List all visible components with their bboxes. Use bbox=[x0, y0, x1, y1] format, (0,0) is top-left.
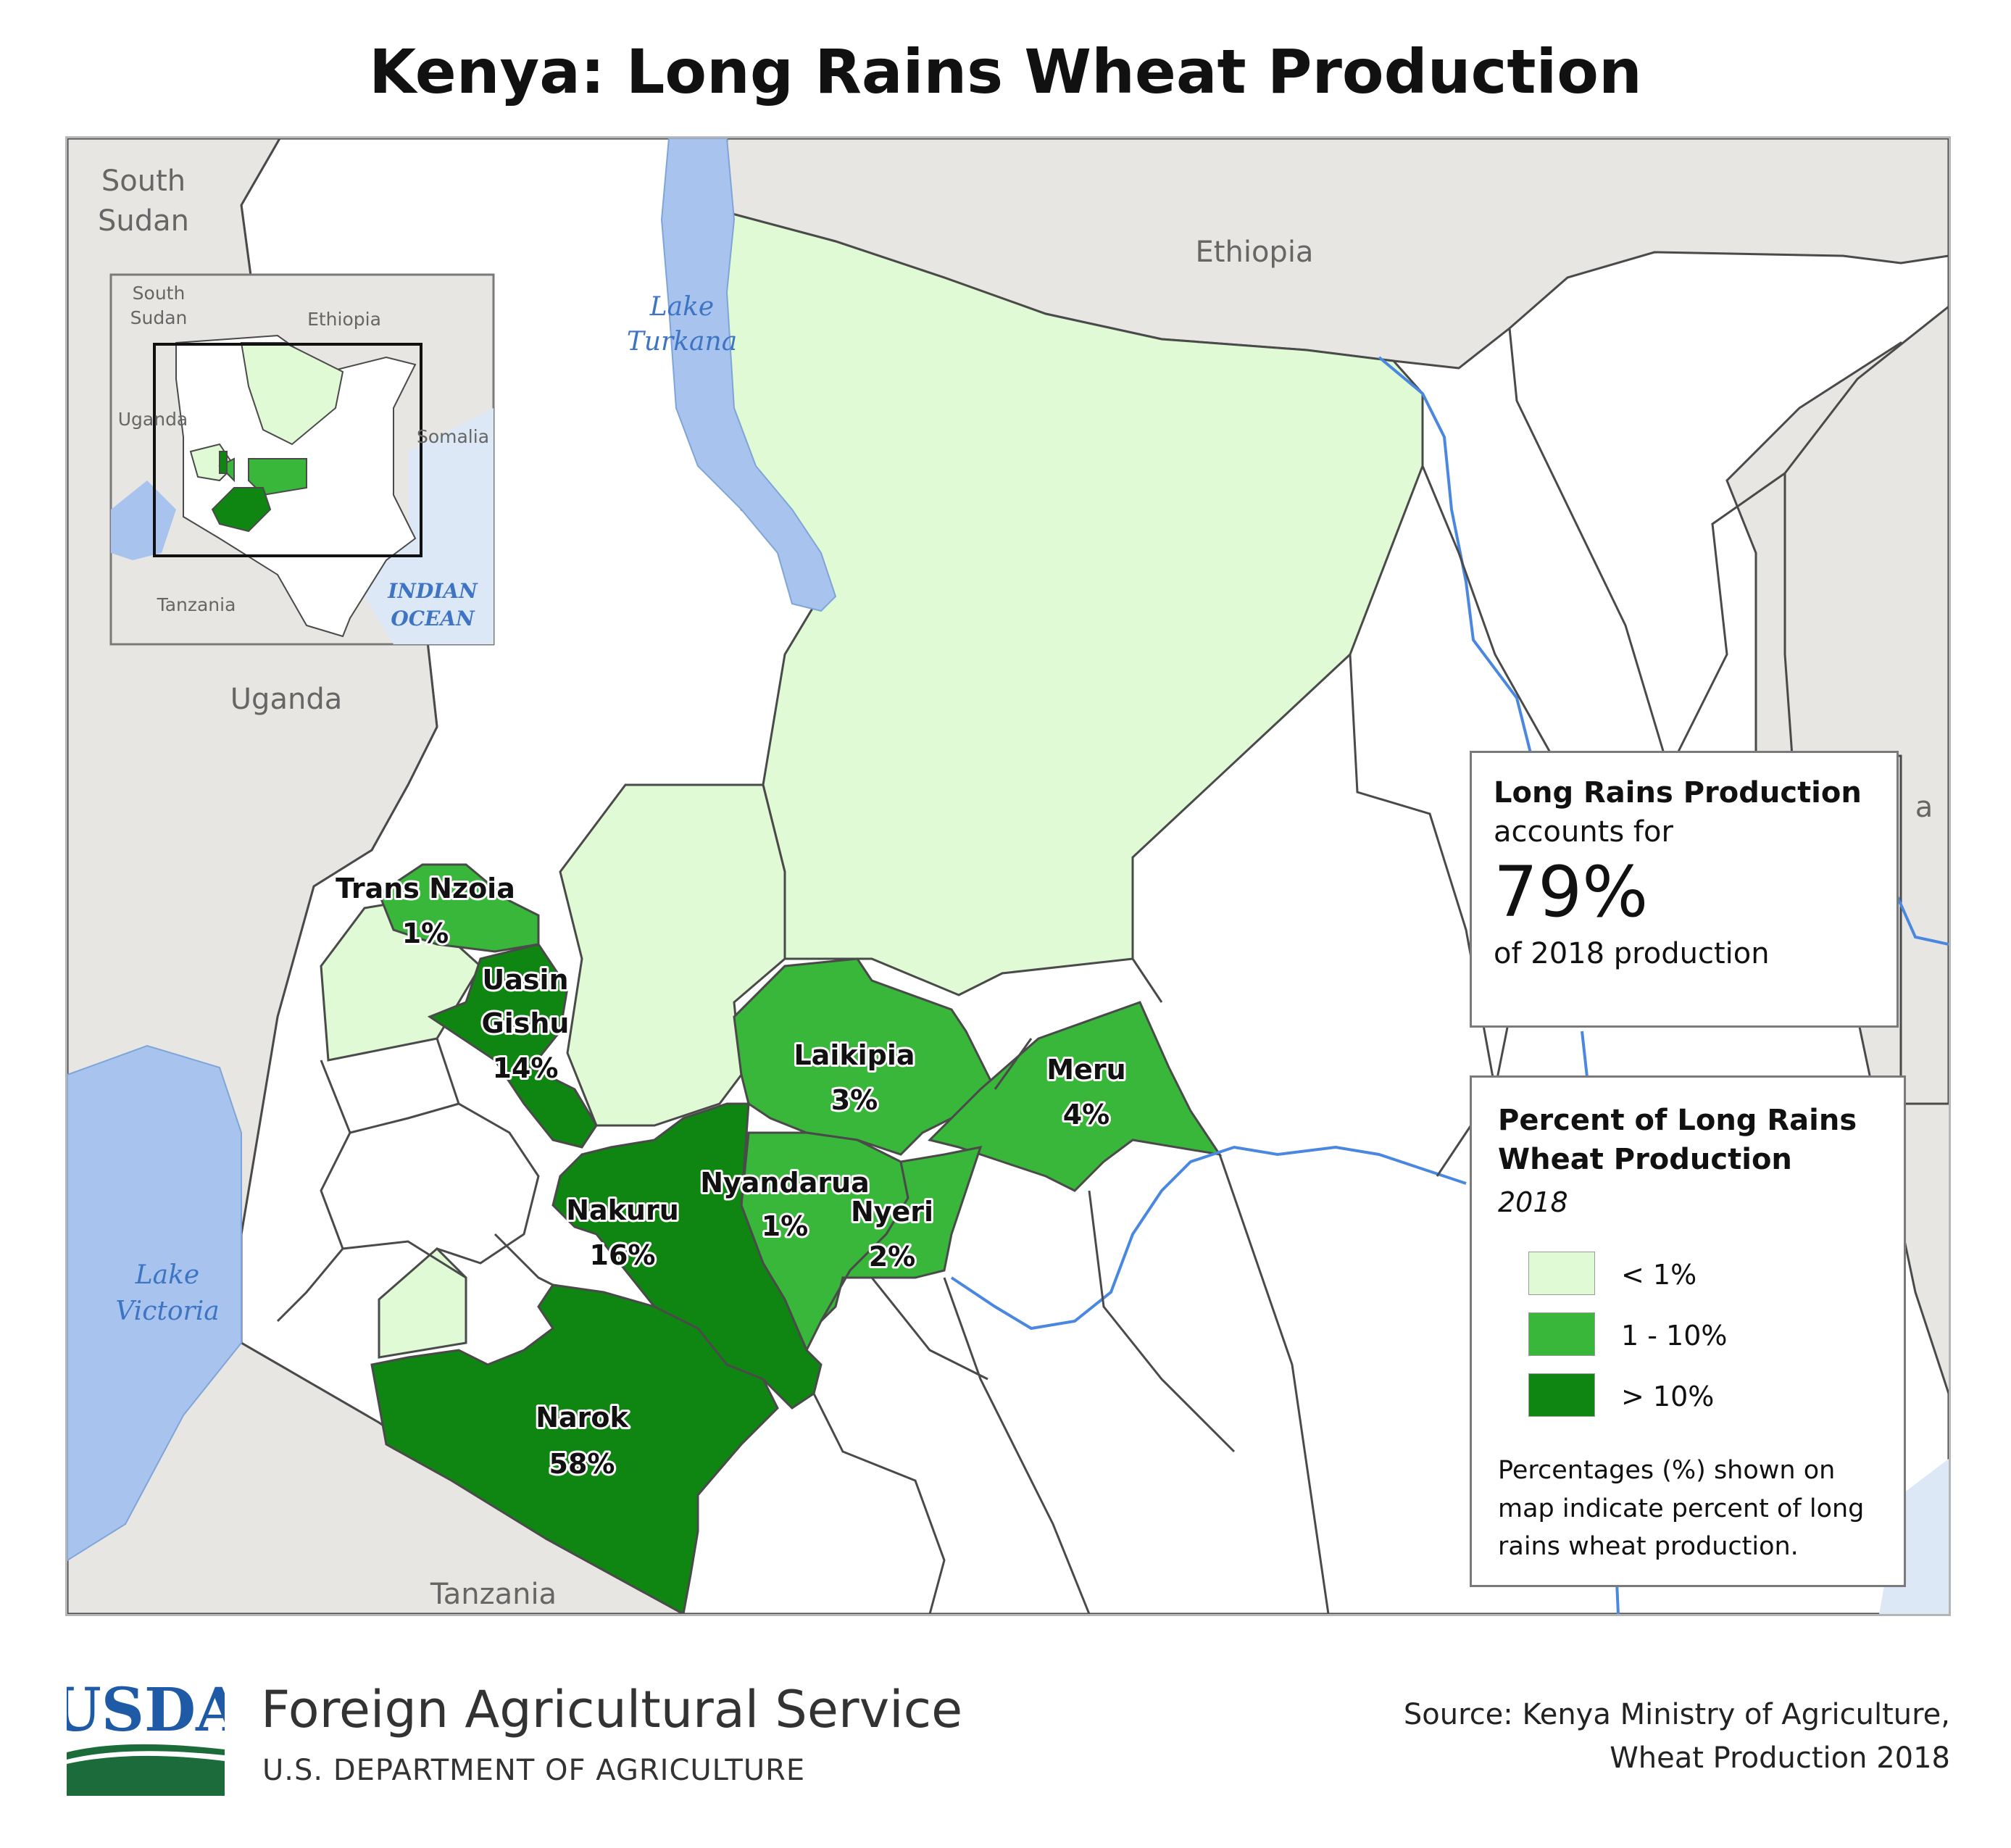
inset-somalia: Somalia bbox=[417, 426, 489, 447]
label-uganda: Uganda bbox=[230, 683, 342, 716]
inset-indian-ocean-1: INDIAN bbox=[387, 579, 478, 603]
county-uasin-gishu bbox=[427, 943, 598, 1149]
info-big-value: 79% bbox=[1494, 852, 1649, 933]
county-value-uasin-gishu: 14% bbox=[493, 1052, 559, 1084]
info-heading: Long Rains Production bbox=[1494, 776, 1862, 809]
agency-name: Foreign Agricultural Service bbox=[261, 1680, 963, 1739]
source-note: Source: Kenya Ministry of Agriculture, W… bbox=[1404, 1693, 1950, 1780]
county-value-nakuru: 16% bbox=[590, 1239, 656, 1271]
map-title: Kenya: Long Rains Wheat Production bbox=[369, 36, 1642, 107]
label-south-sudan-1: South bbox=[101, 165, 186, 198]
info-line-2: accounts for bbox=[1494, 815, 1673, 849]
legend-note: Percentages (%) shown on map indicate pe… bbox=[1498, 1456, 1865, 1561]
legend: Percent of Long Rains Wheat Production 2… bbox=[1470, 1075, 1906, 1587]
map-canvas: South Sudan Ethiopia Uganda Tanzania a L… bbox=[67, 138, 1949, 1614]
label-lake-turkana-1: Lake bbox=[649, 292, 715, 322]
county-small-southwest bbox=[378, 1246, 467, 1359]
legend-item-less-than-1: < 1% bbox=[1528, 1252, 1833, 1295]
river-south bbox=[950, 1145, 1467, 1331]
legend-title-1: Percent of Long Rains bbox=[1498, 1104, 1857, 1137]
inset-map: South Sudan Ethiopia Uganda Somalia Tanz… bbox=[109, 273, 495, 646]
source-line-1: Source: Kenya Ministry of Agriculture, bbox=[1403, 1698, 1950, 1731]
county-label-nakuru: Nakuru bbox=[566, 1194, 679, 1226]
legend-item-greater-than-10: > 10% bbox=[1528, 1373, 1833, 1417]
department-name: U.S. DEPARTMENT OF AGRICULTURE bbox=[262, 1754, 806, 1787]
county-value-nyeri: 2% bbox=[869, 1241, 916, 1273]
label-tanzania: Tanzania bbox=[430, 1578, 557, 1611]
county-baringo bbox=[559, 783, 786, 1127]
lake-turkana bbox=[660, 138, 837, 612]
label-somalia-partial: a bbox=[1915, 791, 1933, 824]
county-value-laikipia: 3% bbox=[831, 1084, 878, 1116]
county-label-nyeri: Nyeri bbox=[851, 1196, 933, 1228]
label-south-sudan-2: Sudan bbox=[98, 204, 189, 238]
info-line-3: of 2018 production bbox=[1494, 936, 1770, 970]
legend-label: > 10% bbox=[1621, 1381, 1715, 1412]
county-label-narok: Narok bbox=[536, 1402, 628, 1433]
county-narok bbox=[370, 1283, 779, 1614]
legend-swatch-dark bbox=[1528, 1373, 1595, 1417]
usda-logo: USDA bbox=[67, 1680, 225, 1796]
inset-south-sudan-2: Sudan bbox=[130, 307, 188, 328]
county-label-laikipia: Laikipia bbox=[794, 1039, 915, 1071]
county-value-meru: 4% bbox=[1063, 1099, 1110, 1131]
legend-item-1-to-10: 1 - 10% bbox=[1528, 1312, 1833, 1356]
lake-victoria bbox=[67, 1044, 242, 1562]
legend-swatch-medium bbox=[1528, 1312, 1595, 1356]
kenya-map: South Sudan Ethiopia Uganda Tanzania a L… bbox=[65, 136, 1951, 1616]
county-label-nyandarua: Nyandarua bbox=[700, 1167, 870, 1199]
inset-tanzania: Tanzania bbox=[157, 594, 236, 615]
source-line-2: Wheat Production 2018 bbox=[1610, 1741, 1950, 1775]
inset-ethiopia: Ethiopia bbox=[307, 309, 381, 330]
usda-logo-text: USDA bbox=[67, 1680, 225, 1745]
county-meru bbox=[928, 1001, 1223, 1192]
legend-title-2: Wheat Production bbox=[1498, 1143, 1792, 1176]
county-trans-nzoia bbox=[378, 863, 540, 953]
county-value-nyandarua: 1% bbox=[762, 1210, 809, 1242]
label-ethiopia: Ethiopia bbox=[1196, 236, 1314, 269]
county-label-uasin: Uasin bbox=[482, 964, 568, 996]
legend-label: < 1% bbox=[1621, 1259, 1697, 1291]
legend-swatch-light bbox=[1528, 1252, 1595, 1295]
label-lake-turkana-2: Turkana bbox=[627, 327, 737, 357]
county-laikipia bbox=[733, 957, 996, 1156]
label-lake-victoria-2: Victoria bbox=[115, 1296, 219, 1326]
county-value-trans-nzoia: 1% bbox=[402, 917, 449, 949]
inset-indian-ocean-2: OCEAN bbox=[391, 607, 475, 630]
inset-south-sudan-1: South bbox=[133, 283, 186, 304]
legend-year: 2018 bbox=[1498, 1186, 1568, 1218]
label-lake-victoria-1: Lake bbox=[135, 1260, 200, 1290]
county-label-gishu: Gishu bbox=[482, 1007, 570, 1039]
legend-label: 1 - 10% bbox=[1621, 1320, 1728, 1352]
county-label-trans-nzoia: Trans Nzoia bbox=[336, 873, 515, 904]
inset-uganda: Uganda bbox=[118, 409, 188, 430]
county-value-narok: 58% bbox=[549, 1448, 615, 1480]
production-share-box: Long Rains Production accounts for 79% o… bbox=[1470, 751, 1899, 1028]
county-label-meru: Meru bbox=[1046, 1054, 1125, 1086]
